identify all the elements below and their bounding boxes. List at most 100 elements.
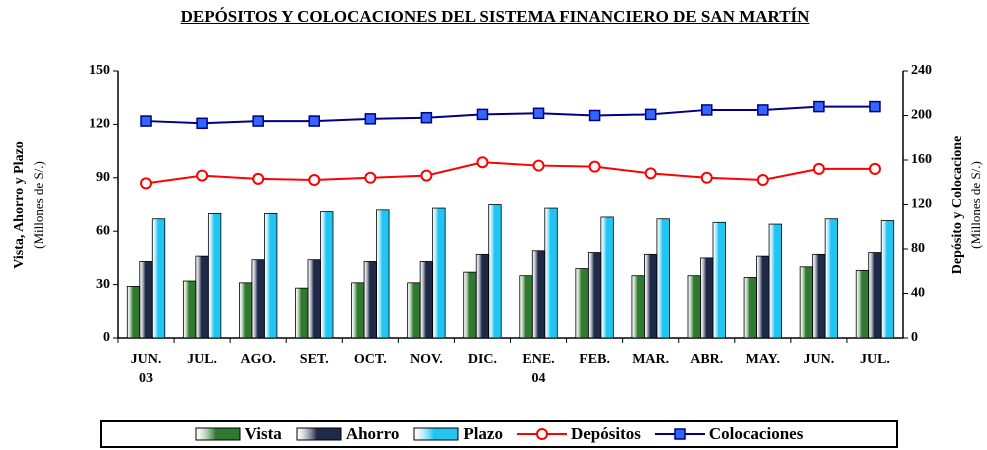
bar: [531, 250, 546, 339]
bar: [376, 209, 390, 339]
marker: [476, 108, 489, 121]
marker: [420, 169, 433, 182]
bar: [600, 216, 614, 339]
marker: [813, 100, 825, 113]
marker: [757, 104, 769, 116]
x-tick-label: FEB.: [579, 352, 610, 367]
y2-tick-label: 0: [911, 330, 918, 345]
y-tick-label: 60: [96, 223, 110, 238]
bar: [743, 277, 757, 339]
bar: [207, 212, 222, 339]
bar: [519, 275, 533, 339]
y2-tick-label: 120: [911, 197, 932, 212]
y2-axis-subtitle: (Millones de S/.): [968, 161, 983, 249]
marker: [644, 167, 657, 180]
legend-swatch: [296, 427, 342, 441]
marker: [420, 111, 433, 124]
x-tick-label: NOV.: [409, 352, 443, 367]
legend-item: Vista: [195, 424, 282, 444]
y2-tick-label: 200: [911, 108, 932, 123]
marker: [588, 109, 601, 122]
legend-label: Plazo: [463, 424, 503, 443]
bar: [351, 282, 365, 339]
marker: [532, 159, 545, 172]
marker: [868, 162, 881, 175]
x-tick-label: JUN.: [803, 352, 835, 367]
bar: [687, 275, 701, 339]
legend-bar: [413, 427, 459, 441]
legend-bar: [195, 427, 241, 441]
x-tick-label: JUL.: [187, 352, 218, 367]
y2-axis-title: Depósito y Colocacione: [950, 136, 965, 274]
marker: [869, 100, 881, 113]
x-tick-label: ABR.: [690, 352, 724, 367]
y-tick-label: 90: [96, 170, 110, 185]
x-tick-label: JUN. 03: [130, 352, 162, 386]
line: [145, 161, 875, 185]
y2-tick-label: 160: [911, 152, 932, 167]
marker: [196, 169, 209, 182]
marker: [196, 117, 208, 130]
bar: [855, 269, 870, 339]
bar: [824, 218, 839, 339]
marker: [535, 428, 548, 440]
y-axis-title: Vista, Ahorro y Plazo: [12, 141, 27, 269]
legend-swatch: [413, 427, 459, 441]
bar: [756, 255, 770, 339]
bar: [463, 271, 477, 339]
legend-swatch: [516, 428, 567, 440]
bar: [575, 268, 589, 339]
y-tick-label: 0: [103, 330, 110, 345]
x-tick-label: AGO.: [240, 352, 276, 367]
legend-bar: [296, 427, 342, 441]
x-tick-label: SET.: [299, 352, 329, 367]
legend-label: Colocaciones: [708, 424, 804, 443]
y-tick-label: 30: [96, 277, 110, 292]
bar: [239, 282, 253, 339]
bar: [544, 207, 558, 339]
marker: [756, 174, 769, 187]
bar: [880, 220, 895, 339]
bar: [587, 252, 602, 339]
bar: [712, 221, 726, 339]
x-tick-label: JUL.: [859, 352, 890, 367]
marker: [812, 162, 825, 175]
bar: [799, 266, 814, 339]
x-tick-label: DIC.: [467, 352, 498, 367]
marker: [476, 156, 489, 169]
marker: [252, 172, 265, 185]
bar: [407, 282, 421, 339]
marker: [532, 107, 545, 120]
bar: [126, 285, 141, 339]
line: [145, 105, 875, 125]
bar: [307, 259, 321, 339]
x-tick-label: ENE. 04: [522, 352, 555, 386]
marker: [308, 115, 320, 127]
legend-swatch: [195, 427, 241, 441]
x-tick-label: OCT.: [353, 352, 387, 367]
marker: [588, 160, 601, 173]
bar: [868, 252, 882, 339]
bar: [812, 253, 826, 339]
x-tick-label: MAY.: [745, 352, 780, 367]
y2-tick-label: 80: [911, 241, 925, 256]
bar: [656, 218, 670, 339]
legend-label: Vista: [244, 424, 282, 443]
bar: [432, 207, 446, 339]
bar: [251, 259, 265, 339]
legend-item: Depósitos: [516, 424, 641, 444]
legend-item: Plazo: [413, 424, 503, 444]
chart-title: DEPÓSITOS Y COLOCACIONES DEL SISTEMA FIN…: [180, 7, 810, 26]
legend-item: Colocaciones: [654, 424, 804, 444]
bar: [264, 212, 278, 339]
marker: [644, 108, 657, 121]
legend-label: Depósitos: [570, 424, 641, 443]
bar: [195, 255, 209, 339]
y-tick-label: 120: [89, 117, 110, 132]
y-tick-label: 150: [89, 63, 110, 78]
bar: [295, 287, 309, 339]
bar: [151, 218, 166, 339]
bar: [700, 257, 714, 339]
legend-swatch: [654, 428, 705, 440]
